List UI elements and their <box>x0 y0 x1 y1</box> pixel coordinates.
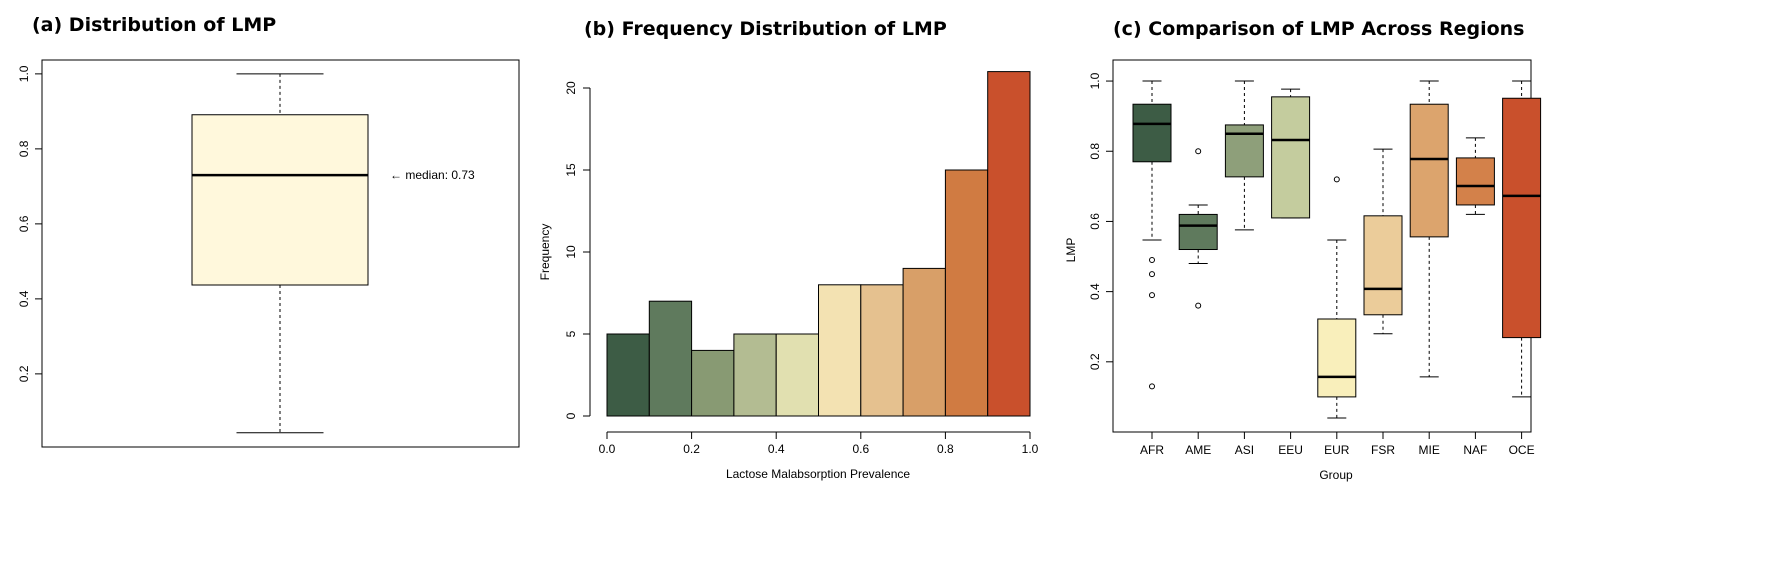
bar <box>733 333 777 417</box>
y-tick-label: 0.4 <box>17 290 31 307</box>
outlier <box>1195 148 1202 155</box>
annotation: ← median: 0.73 <box>390 168 475 182</box>
y-axis-label: LMP <box>1064 238 1078 263</box>
chart-title: (b) Frequency Distribution of LMP <box>584 18 947 40</box>
bar <box>987 71 1031 417</box>
box <box>191 114 369 286</box>
x-tick-label: 1.0 <box>1022 442 1039 456</box>
x-tick-label: 0.6 <box>852 442 869 456</box>
x-tick-label: AME <box>1185 443 1211 457</box>
bar <box>606 333 650 417</box>
y-tick-label: 0.6 <box>17 215 31 232</box>
outlier <box>1149 383 1155 390</box>
box <box>1132 103 1172 163</box>
y-tick-label: 0.4 <box>1088 283 1102 300</box>
outlier <box>1149 292 1155 299</box>
box <box>1455 157 1495 206</box>
y-tick-label: 15 <box>564 163 578 177</box>
chart-title: (a) Distribution of LMP <box>32 14 276 36</box>
bar <box>648 300 693 417</box>
y-tick-label: 0 <box>564 412 578 419</box>
x-tick-label: OCE <box>1509 443 1535 457</box>
outlier <box>1149 271 1155 278</box>
x-axis-label: Lactose Malabsorption Prevalence <box>726 467 910 481</box>
outlier <box>1149 257 1155 264</box>
x-tick-label: EUR <box>1324 443 1350 457</box>
y-tick-label: 0.2 <box>1088 353 1102 370</box>
y-tick-label: 1.0 <box>17 65 31 82</box>
y-tick-label: 0.2 <box>17 365 31 382</box>
y-tick-label: 1.0 <box>1088 72 1102 89</box>
bar <box>691 349 735 417</box>
y-tick-label: 0.8 <box>1088 143 1102 160</box>
y-tick-label: 10 <box>564 245 578 259</box>
box <box>1271 96 1311 219</box>
y-tick-label: 5 <box>564 330 578 337</box>
y-tick-label: 0.6 <box>1088 213 1102 230</box>
outlier <box>1333 176 1340 183</box>
box <box>1178 213 1218 251</box>
x-tick-label: FSR <box>1371 443 1395 457</box>
x-tick-label: 0.0 <box>599 442 616 456</box>
bar <box>775 333 820 417</box>
chart-title: (c) Comparison of LMP Across Regions <box>1113 18 1524 40</box>
x-tick-label: 0.8 <box>937 442 954 456</box>
x-tick-label: EEU <box>1278 443 1303 457</box>
bar <box>818 284 862 417</box>
bar <box>860 284 904 417</box>
box <box>1409 103 1449 238</box>
x-tick-label: 0.2 <box>683 442 700 456</box>
x-tick-label: 0.4 <box>768 442 785 456</box>
x-tick-label: AFR <box>1140 443 1164 457</box>
x-tick-label: ASI <box>1235 443 1254 457</box>
bar <box>944 169 989 417</box>
outlier <box>1195 302 1202 309</box>
box <box>1502 97 1542 339</box>
y-tick-label: 20 <box>564 81 578 95</box>
box <box>1363 215 1403 316</box>
y-tick-label: 0.8 <box>17 140 31 157</box>
x-tick-label: MIE <box>1419 443 1440 457</box>
bar <box>902 267 946 417</box>
plot-frame <box>41 59 520 448</box>
x-axis-label: Group <box>1319 468 1353 482</box>
box <box>1317 318 1357 398</box>
y-axis-label: Frequency <box>538 224 552 281</box>
x-tick-label: NAF <box>1463 443 1487 457</box>
